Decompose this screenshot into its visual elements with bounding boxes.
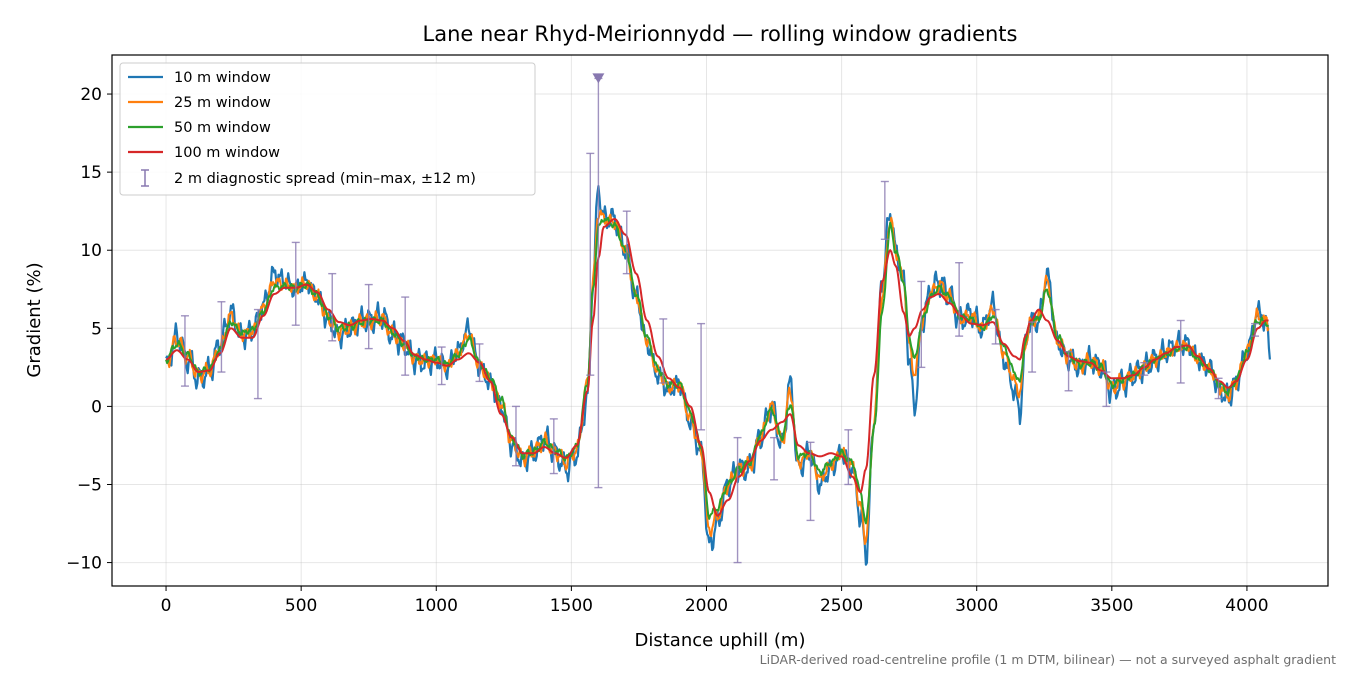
- x-tick-label: 3500: [1090, 596, 1133, 616]
- chart-title: Lane near Rhyd-Meirionnydd — rolling win…: [423, 22, 1018, 46]
- legend-label-10m: 10 m window: [174, 70, 271, 86]
- plot-area: [165, 73, 1271, 566]
- spread-error-bar: [1140, 361, 1149, 376]
- spread-error-bar: [659, 318, 668, 384]
- spread-error-bar: [622, 210, 631, 275]
- spread-error-bar: [253, 308, 262, 400]
- series-line-3: [165, 216, 1270, 525]
- spread-overflow-marker: [592, 73, 605, 84]
- spread-error-bar: [1028, 321, 1037, 373]
- spread-error-bar: [1102, 371, 1111, 408]
- spread-error-bar: [917, 280, 926, 369]
- spread-error-bar: [180, 315, 189, 387]
- series-line-2: [165, 209, 1270, 545]
- spread-error-bar: [511, 405, 520, 467]
- series-line-4: [165, 218, 1269, 517]
- spread-error-bar: [1176, 319, 1185, 384]
- legend-label-50m: 50 m window: [174, 120, 271, 136]
- spread-error-bar: [217, 301, 226, 373]
- spread-error-bar: [1214, 377, 1223, 400]
- legend: 10 m window 25 m window 50 m window 100 …: [119, 62, 536, 196]
- y-tick-label: 15: [80, 163, 102, 183]
- legend-label-spread: 2 m diagnostic spread (min–max, ±12 m): [174, 171, 476, 187]
- spread-error-bar: [806, 441, 815, 522]
- spread-error-bar: [733, 436, 742, 564]
- x-tick-label: 3000: [955, 596, 998, 616]
- spread-error-bar: [880, 180, 889, 240]
- spread-error-bar: [991, 308, 1000, 345]
- grid: [112, 55, 1328, 586]
- spread-error-bar: [401, 296, 410, 376]
- spread-error-bar: [328, 272, 337, 342]
- spread-error-bar: [770, 436, 779, 481]
- x-tick-label: 1500: [550, 596, 593, 616]
- y-tick-label: 5: [91, 319, 102, 339]
- legend-swatch-spread: [141, 169, 149, 187]
- x-tick-label: 0: [161, 596, 172, 616]
- spread-error-bar: [437, 346, 446, 386]
- x-axis-label: Distance uphill (m): [635, 630, 806, 651]
- y-tick-label: 0: [91, 397, 102, 417]
- x-tick-label: 500: [285, 596, 317, 616]
- legend-box: [119, 62, 536, 196]
- chart-caption: LiDAR-derived road-centreline profile (1…: [760, 652, 1336, 667]
- spread-error-bar: [364, 283, 373, 350]
- spread-error-bar: [955, 262, 964, 337]
- x-tick-label: 4000: [1225, 596, 1268, 616]
- y-tick-label: −10: [66, 554, 102, 574]
- spread-error-bar: [549, 418, 558, 475]
- x-tick-label: 2000: [685, 596, 728, 616]
- spread-error-bar: [291, 241, 300, 326]
- legend-label-25m: 25 m window: [174, 95, 271, 111]
- spread-error-bar: [1251, 322, 1260, 337]
- spread-error-bar: [844, 429, 853, 486]
- plot-frame: [111, 54, 1329, 587]
- y-tick-label: 10: [80, 241, 102, 261]
- legend-label-100m: 100 m window: [174, 145, 280, 161]
- axis-ticks: 0 500 1000 1500 2000 2500 3000 3500 4000 −10 −5 0 5 1…: [66, 85, 1268, 616]
- y-tick-label: −5: [77, 475, 102, 495]
- x-tick-label: 1000: [415, 596, 458, 616]
- x-tick-label: 2500: [820, 596, 863, 616]
- y-tick-label: 20: [80, 85, 102, 105]
- spread-error-bar: [475, 343, 484, 383]
- spread-error-bar: [697, 322, 706, 431]
- y-axis-label: Gradient (%): [24, 262, 45, 377]
- spread-error-bar: [586, 152, 595, 376]
- spread-error-bar: [1064, 351, 1073, 392]
